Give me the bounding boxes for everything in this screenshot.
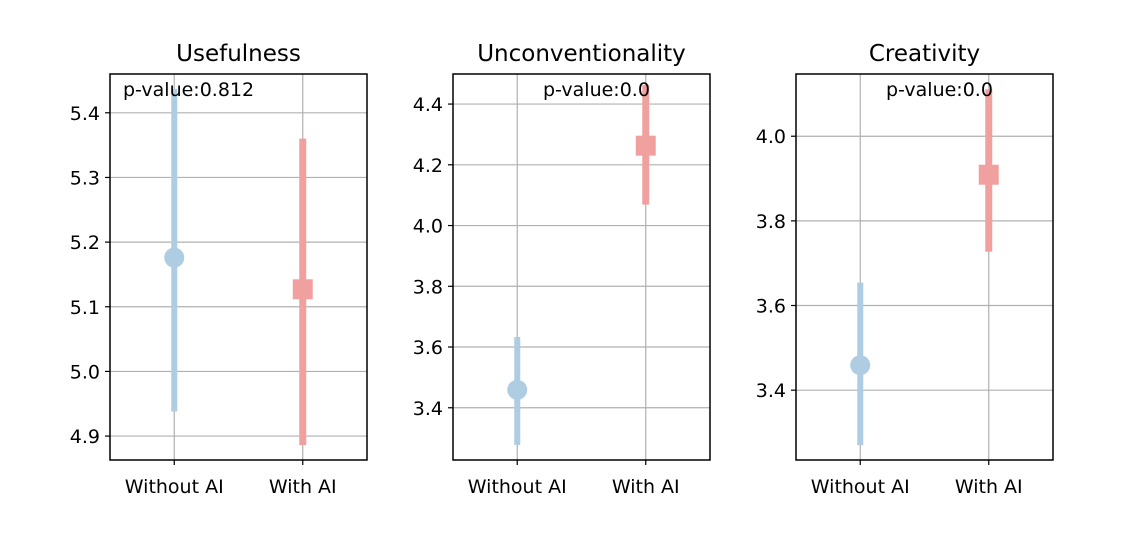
mean-marker-square [292,279,313,300]
y-tick-label: 3.4 [756,380,786,402]
y-tick-label: 3.4 [413,398,443,420]
y-tick-label: 4.2 [413,155,443,177]
y-tick-label: 4.0 [413,216,443,238]
subplot-3: 3.4 3.6 3.8 4.0 Without AI With AI Creativity p… [756,41,1054,498]
subplot-1: 4.9 5.0 5.1 5.2 5.3 5.4 Without AI With AI Usefu… [70,41,368,498]
subplot-2: 3.4 3.6 3.8 4.0 4.2 4.4 Without AI With AI Uncon… [413,41,711,498]
p-value-annotation: p-value:0.0 [886,79,993,101]
axes-frame [109,73,368,461]
x-tick-label: Without AI [468,476,567,498]
subplot-title: Usefulness [176,41,301,67]
axes-frame [452,73,711,461]
subplot-title: Creativity [869,41,980,67]
y-tick-label: 3.6 [756,296,786,318]
p-value-annotation: p-value:0.812 [123,79,254,101]
axes-frame [795,73,1054,461]
y-tick-label: 4.4 [413,94,443,116]
y-tick-label: 3.8 [756,211,786,233]
y-tick-label: 3.6 [413,337,443,359]
subplot-title: Unconventionality [477,41,686,67]
x-tick-label: Without AI [125,476,224,498]
y-tick-label: 5.2 [70,232,100,254]
y-tick-label: 3.8 [413,276,443,298]
x-tick-label: With AI [612,476,680,498]
y-tick-label: 5.3 [70,167,100,189]
x-tick-label: With AI [269,476,337,498]
mean-marker-circle [507,379,528,400]
x-tick-label: Without AI [811,476,910,498]
y-tick-label: 5.1 [70,297,100,319]
y-tick-label: 5.4 [70,103,100,125]
mean-marker-circle [850,355,871,376]
y-tick-label: 5.0 [70,361,100,383]
y-tick-label: 4.0 [756,126,786,148]
p-value-annotation: p-value:0.0 [543,79,650,101]
mean-marker-square [978,164,999,185]
mean-marker-circle [164,247,185,268]
mean-marker-square [635,135,656,156]
y-tick-label: 4.9 [70,426,100,448]
x-tick-label: With AI [955,476,1023,498]
